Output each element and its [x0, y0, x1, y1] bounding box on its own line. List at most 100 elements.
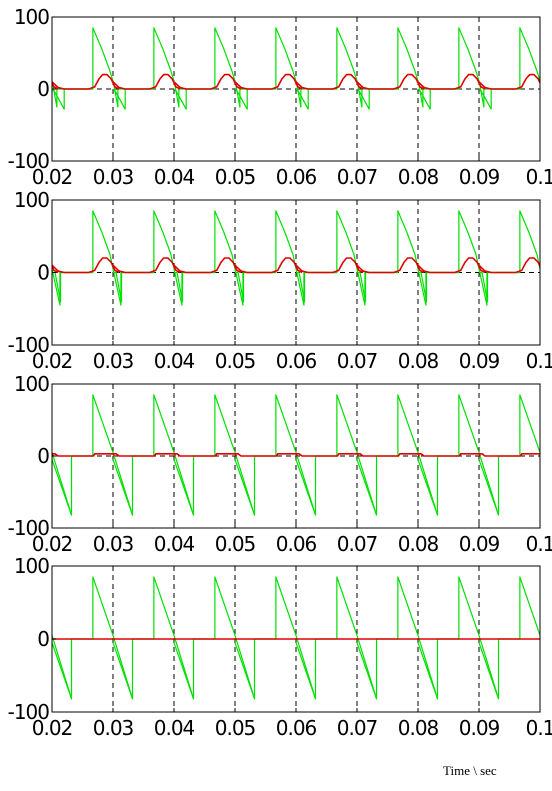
series-red-line [174, 453, 237, 457]
series-green-line [52, 27, 154, 110]
series-red-line [539, 265, 540, 267]
series-green-line [417, 27, 520, 110]
x-tick-label: 0.02 [32, 165, 73, 189]
y-tick-label: 0 [37, 261, 49, 285]
series-green-line [295, 394, 378, 516]
series-red-line [112, 257, 181, 274]
series-red-line [234, 73, 303, 90]
series-green-line [52, 394, 134, 516]
series-red-line [356, 73, 425, 90]
series-red-line [356, 257, 425, 274]
x-tick-label: 0.1 [526, 165, 552, 189]
x-tick-label: 0.06 [276, 165, 317, 189]
series-green-line [234, 394, 317, 516]
series-green-line [113, 210, 215, 306]
series-green-line [295, 27, 398, 110]
series-red-line [540, 454, 552, 456]
y-tick-label: 100 [14, 372, 49, 396]
y-tick-label: -100 [8, 700, 50, 724]
series-red-line [478, 73, 540, 90]
y-tick-label: 0 [37, 444, 49, 468]
x-tick-label: 0.07 [337, 349, 378, 373]
series-green-line [52, 633, 73, 700]
x-tick-label: 0.03 [93, 716, 134, 740]
series-green-line [540, 211, 552, 305]
series-red-line [234, 257, 303, 274]
x-tick-label: 0.08 [398, 165, 439, 189]
series-green-line [357, 210, 459, 306]
x-tick-label: 0.04 [154, 716, 195, 740]
series-red-line [295, 257, 364, 274]
series-red-line [173, 257, 242, 274]
series-green-line [235, 210, 337, 306]
x-tick-label: 0.09 [459, 532, 500, 556]
y-tick-label: 100 [14, 188, 49, 212]
series-green-line [539, 642, 540, 645]
series-red-line [478, 257, 540, 274]
x-tick-label: 0.04 [154, 165, 195, 189]
series-red-line [417, 257, 486, 274]
x-tick-label: 0.02 [32, 716, 73, 740]
x-tick-label: 0.07 [337, 165, 378, 189]
x-tick-label: 0.05 [215, 716, 256, 740]
x-tick-label: 0.08 [398, 349, 439, 373]
series-green-line [52, 79, 93, 108]
series-green-line [356, 27, 459, 110]
series-green-line [234, 27, 337, 110]
series-green-line [112, 394, 195, 516]
series-green-line [52, 265, 93, 306]
series-red-line [173, 73, 242, 90]
x-tick-label: 0.03 [93, 165, 134, 189]
series-group [52, 394, 552, 516]
series-green-line [112, 27, 215, 110]
series-green-line [173, 27, 276, 110]
series-red-line [52, 264, 59, 274]
series-red-line [113, 453, 176, 457]
series-green-line [356, 576, 439, 700]
x-tick-label: 0.08 [398, 532, 439, 556]
series-red-line [52, 453, 115, 457]
series-red-line [479, 453, 540, 457]
series-green-line [296, 210, 398, 306]
series-red-line [539, 81, 540, 83]
series-red-line [52, 73, 120, 90]
x-tick-label: 0.09 [459, 349, 500, 373]
series-group [52, 210, 552, 306]
x-tick-label: 0.1 [526, 716, 552, 740]
series-green-line [112, 576, 195, 700]
x-tick-label: 0.07 [337, 716, 378, 740]
y-tick-label: -100 [8, 516, 50, 540]
y-tick-label: 0 [37, 627, 49, 651]
series-green-line [418, 210, 520, 306]
series-red-line [296, 453, 359, 457]
series-green-line [539, 459, 540, 462]
series-red-line [357, 453, 420, 457]
series-green-line [52, 576, 134, 700]
series-green-line [295, 576, 378, 700]
series-green-line [478, 394, 540, 516]
series-green-line [52, 210, 154, 306]
series-red-line [112, 73, 181, 90]
series-green-line [478, 27, 540, 110]
series-green-line [356, 394, 439, 516]
x-tick-label: 0.09 [459, 716, 500, 740]
x-tick-label: 0.04 [154, 532, 195, 556]
x-tick-label: 0.02 [32, 532, 73, 556]
series-green-line [174, 210, 276, 306]
y-tick-label: 100 [14, 5, 49, 29]
x-tick-label: 0.1 [526, 532, 552, 556]
x-tick-label: 0.09 [459, 165, 500, 189]
series-green-line [478, 576, 540, 700]
y-tick-label: -100 [8, 333, 50, 357]
x-tick-label: 0.05 [215, 349, 256, 373]
series-green-line [173, 394, 256, 516]
series-group [52, 27, 540, 110]
x-tick-label: 0.03 [93, 532, 134, 556]
x-tick-label: 0.05 [215, 532, 256, 556]
series-red-line [52, 257, 120, 274]
y-tick-label: 100 [14, 554, 49, 578]
